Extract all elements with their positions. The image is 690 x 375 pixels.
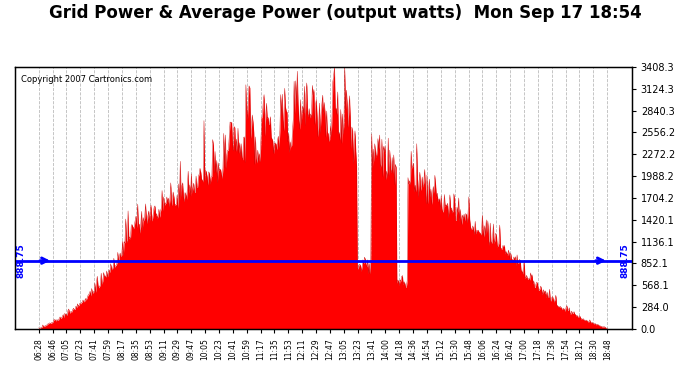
- Text: Copyright 2007 Cartronics.com: Copyright 2007 Cartronics.com: [21, 75, 152, 84]
- Text: 888.75: 888.75: [621, 243, 630, 278]
- Text: 888.75: 888.75: [17, 243, 26, 278]
- Text: Grid Power & Average Power (output watts)  Mon Sep 17 18:54: Grid Power & Average Power (output watts…: [48, 4, 642, 22]
